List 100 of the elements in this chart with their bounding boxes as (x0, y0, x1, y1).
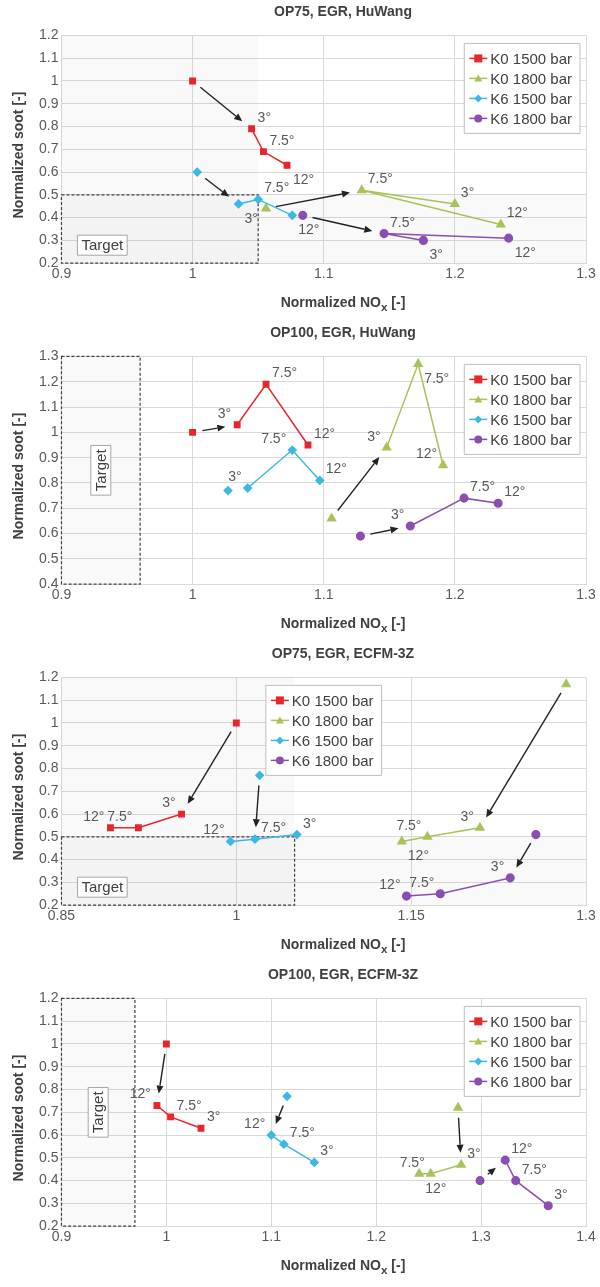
annotation: 7.5° (269, 131, 295, 148)
y-tick-label: 1.2 (38, 989, 59, 1006)
annotation: 7.5° (289, 1124, 315, 1141)
x-tick-label: 1.2 (445, 265, 465, 282)
annotation: 7.5° (409, 873, 435, 890)
x-tick-label: 1 (232, 907, 241, 924)
point (134, 824, 142, 832)
point (253, 194, 263, 204)
annotation: 12° (415, 445, 438, 462)
point (197, 1124, 205, 1132)
annotation: 12° (425, 1179, 447, 1196)
point (250, 834, 260, 844)
y-tick-label: 0.6 (38, 162, 59, 179)
annotation: 12° (407, 847, 429, 864)
legend-label: K0 1500 bar (490, 370, 572, 388)
annotation: 3° (228, 468, 242, 485)
point (450, 198, 460, 207)
band-label: Target (81, 878, 124, 896)
x-tick-label: 1.1 (261, 1228, 282, 1245)
annotation: 3° (302, 814, 317, 831)
y-tick-label: 1.1 (38, 397, 59, 414)
annotation: 12° (203, 821, 225, 838)
point (106, 824, 114, 832)
annotation: 3° (460, 183, 475, 200)
y-tick-label: 0.7 (38, 1103, 59, 1120)
point (292, 830, 302, 840)
annotation: 3° (206, 1108, 221, 1125)
annotation: 3° (460, 807, 474, 824)
annotation: 3° (490, 857, 505, 874)
point (167, 1113, 174, 1121)
y-tick-label: 1.2 (38, 26, 59, 43)
point (279, 1139, 289, 1149)
annotation: 7.5° (107, 807, 133, 824)
y-axis-title: Normalized soot [-] (10, 733, 26, 861)
annotation: 12° (504, 483, 526, 500)
legend-label: K6 1500 bar (291, 731, 374, 749)
legend-label: K0 1500 bar (291, 691, 374, 709)
x-tick-label: 1.3 (576, 265, 596, 282)
y-tick-label: 1 (50, 423, 59, 440)
point (283, 161, 291, 169)
y-tick-label: 1.2 (38, 372, 59, 389)
point (355, 531, 365, 541)
point (505, 873, 515, 883)
point (357, 185, 367, 194)
y-tick-label: 0.5 (38, 827, 59, 844)
y-tick-label: 0.9 (38, 94, 59, 111)
chart-title: OP75, EGR, ECFM-3Z (270, 645, 416, 661)
point (266, 1130, 276, 1140)
point (422, 831, 433, 840)
x-tick-label: 1.2 (366, 1228, 387, 1245)
point (456, 1159, 466, 1168)
legend-label: K0 1800 bar (490, 1032, 572, 1050)
legend-label: K0 1500 bar (490, 1012, 572, 1030)
point (223, 486, 233, 496)
annotation: 3° (429, 246, 443, 263)
annotation: 7.5° (470, 478, 496, 495)
y-tick-label: 1.1 (38, 691, 59, 708)
point (189, 428, 197, 436)
annotation: 3° (390, 505, 405, 522)
annotation: 12° (379, 876, 401, 893)
point (459, 493, 469, 503)
legend-label: K0 1800 bar (490, 69, 572, 87)
y-tick-label: 1 (50, 1034, 59, 1051)
y-tick-label: 1.2 (38, 668, 59, 685)
point (178, 810, 185, 818)
point (255, 770, 265, 780)
annotation: 7.5° (176, 1096, 202, 1113)
legend-label: K6 1800 bar (490, 109, 572, 127)
point (153, 1102, 161, 1109)
y-tick-label: 0.7 (38, 140, 59, 157)
x-tick-label: 1.1 (314, 586, 334, 603)
point (511, 1176, 521, 1186)
point (232, 719, 240, 727)
annotation: 3° (467, 1144, 481, 1161)
annotation: 3° (367, 427, 381, 444)
point (233, 199, 244, 209)
annotation: 3° (554, 1185, 568, 1202)
point (493, 498, 503, 508)
x-axis-title: Normalized NO$_{x}$ [-] (279, 615, 407, 634)
annotation: 7.5° (264, 179, 290, 196)
annotation: 12° (325, 460, 347, 477)
x-tick-label: 1 (162, 1228, 171, 1245)
y-tick-label: 1 (50, 713, 59, 730)
point (475, 1176, 485, 1186)
annotation: 7.5° (261, 430, 287, 447)
annotation: 7.5° (396, 816, 422, 833)
point (438, 459, 448, 469)
annotation: 12° (83, 807, 105, 824)
y-tick-label: 1.1 (38, 1012, 59, 1029)
legend-label: K6 1800 bar (490, 1072, 572, 1090)
y-tick-label: 0.8 (38, 117, 59, 134)
band-label: Target (89, 1090, 107, 1134)
x-tick-label: 1 (188, 586, 197, 603)
y-tick-label: 0.8 (38, 1080, 59, 1097)
x-tick-label: 1.3 (576, 586, 596, 603)
point (382, 442, 392, 451)
y-tick-label: 0.9 (38, 448, 59, 465)
legend-label: K0 1800 bar (291, 711, 374, 729)
y-tick-label: 0.6 (38, 1125, 59, 1142)
y-tick-label: 0.4 (38, 208, 59, 225)
